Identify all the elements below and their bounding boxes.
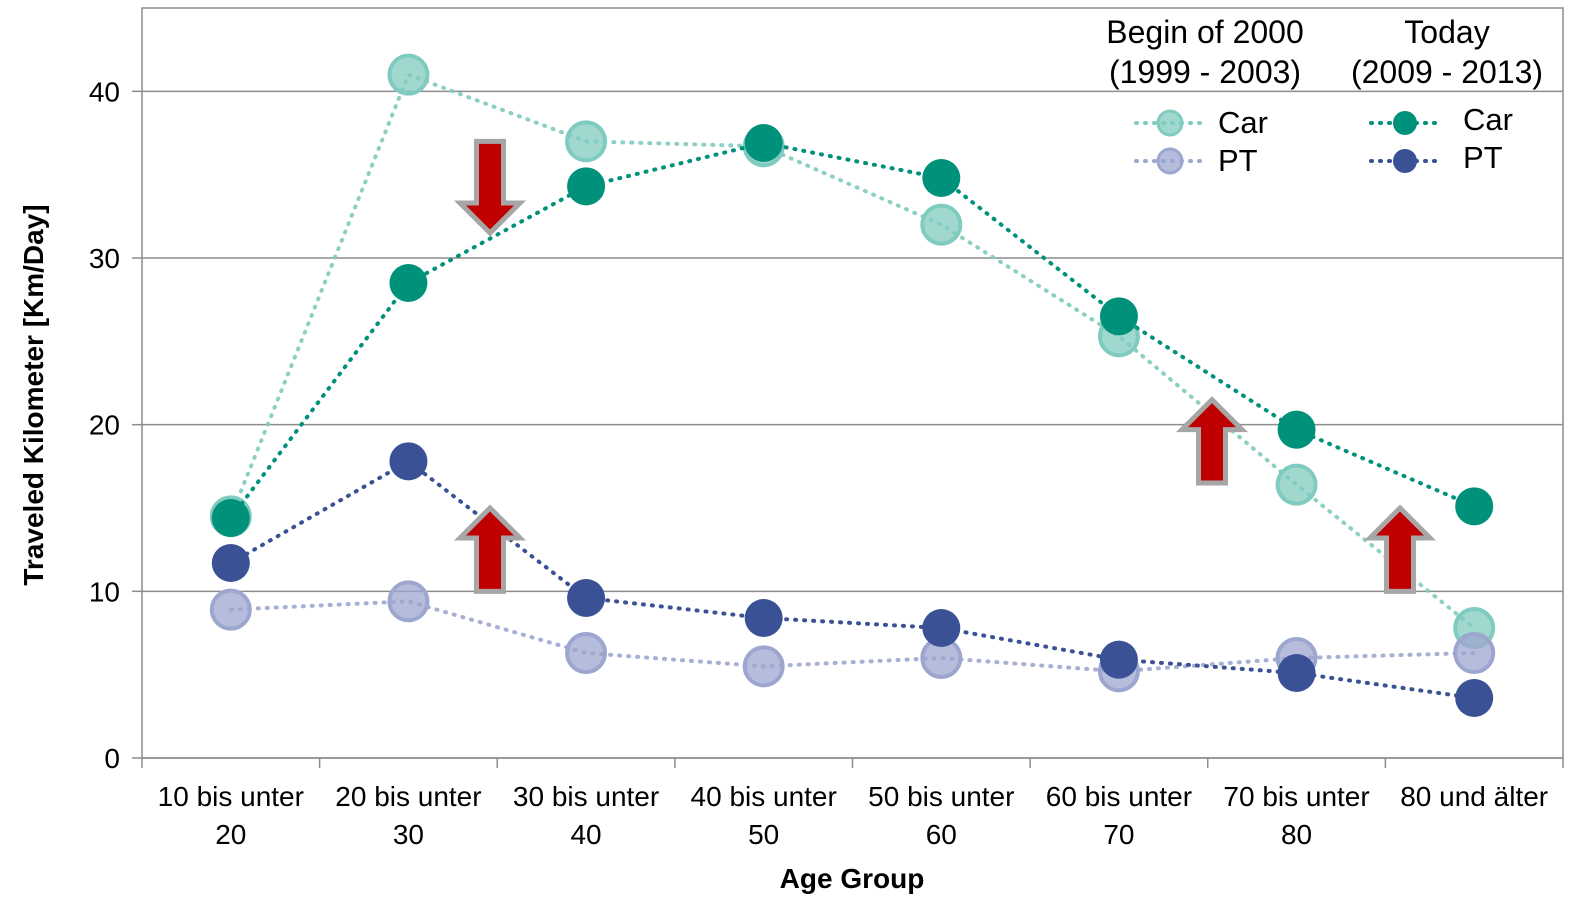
data-point xyxy=(389,582,427,620)
x-tick-label: 20 xyxy=(215,819,246,850)
y-tick-label: 20 xyxy=(89,410,120,441)
y-axis-title: Traveled Kilometer [Km/Day] xyxy=(18,204,49,585)
x-tick-label: 70 xyxy=(1103,819,1134,850)
legend-marker xyxy=(1393,149,1417,173)
legend: Begin of 2000(1999 - 2003)CarPTToday(200… xyxy=(1106,14,1543,178)
x-tick-label: 80 und älter xyxy=(1400,781,1548,812)
data-point xyxy=(1455,487,1493,525)
legend-heading: (1999 - 2003) xyxy=(1109,54,1301,90)
x-tick-label: 70 bis unter xyxy=(1223,781,1369,812)
data-point xyxy=(745,647,783,685)
x-tick-label: 80 xyxy=(1281,819,1312,850)
x-tick-label: 60 xyxy=(926,819,957,850)
legend-marker xyxy=(1393,111,1417,135)
data-point xyxy=(1278,411,1316,449)
arrow-down-icon xyxy=(460,141,520,233)
data-point xyxy=(389,264,427,302)
data-point xyxy=(1100,297,1138,335)
data-point xyxy=(567,579,605,617)
x-tick-label: 40 bis unter xyxy=(691,781,837,812)
x-tick-label: 40 xyxy=(570,819,601,850)
x-tick-label: 30 xyxy=(393,819,424,850)
data-point xyxy=(567,634,605,672)
data-point xyxy=(1455,634,1493,672)
arrow-up-icon xyxy=(1182,400,1242,483)
data-point xyxy=(745,124,783,162)
legend-heading: Today xyxy=(1404,14,1489,50)
data-point xyxy=(1100,641,1138,679)
legend-label: Car xyxy=(1218,105,1268,140)
axes: 0 10 20 30 40 10 bis unter 20 20 bis unter 30 30 … xyxy=(89,76,1563,850)
x-tick-label: 50 xyxy=(748,819,779,850)
data-point xyxy=(212,591,250,629)
series-line xyxy=(231,75,1474,628)
arrow-up-icon xyxy=(460,508,520,591)
y-tick-label: 40 xyxy=(89,76,120,107)
data-point xyxy=(389,442,427,480)
data-point xyxy=(922,159,960,197)
data-point xyxy=(922,609,960,647)
legend-label: PT xyxy=(1218,143,1258,178)
legend-marker xyxy=(1158,111,1182,135)
data-point xyxy=(212,544,250,582)
x-tick-label: 50 bis unter xyxy=(868,781,1014,812)
x-tick-label: 10 bis unter xyxy=(158,781,304,812)
y-tick-label: 10 xyxy=(89,576,120,607)
x-tick-label: 60 bis unter xyxy=(1046,781,1192,812)
legend-heading: Begin of 2000 xyxy=(1106,14,1304,50)
data-point xyxy=(745,599,783,637)
data-point xyxy=(922,206,960,244)
x-tick-label: 20 bis unter xyxy=(335,781,481,812)
legend-heading: (2009 - 2013) xyxy=(1351,54,1543,90)
x-axis-title: Age Group xyxy=(780,863,925,894)
data-point xyxy=(389,56,427,94)
data-point xyxy=(1455,679,1493,717)
y-tick-label: 30 xyxy=(89,243,120,274)
data-point xyxy=(567,167,605,205)
y-tick-label: 0 xyxy=(104,743,120,774)
plot-frame xyxy=(142,8,1563,758)
series-layer xyxy=(212,56,1493,717)
data-point xyxy=(212,499,250,537)
data-point xyxy=(567,122,605,160)
legend-marker xyxy=(1158,149,1182,173)
series-car-begin-2000 xyxy=(212,56,1493,647)
x-tick-label: 30 bis unter xyxy=(513,781,659,812)
data-point xyxy=(1278,654,1316,692)
legend-label: Car xyxy=(1463,102,1513,137)
legend-label: PT xyxy=(1463,140,1503,175)
data-point xyxy=(1278,466,1316,504)
gridlines xyxy=(142,8,1563,758)
